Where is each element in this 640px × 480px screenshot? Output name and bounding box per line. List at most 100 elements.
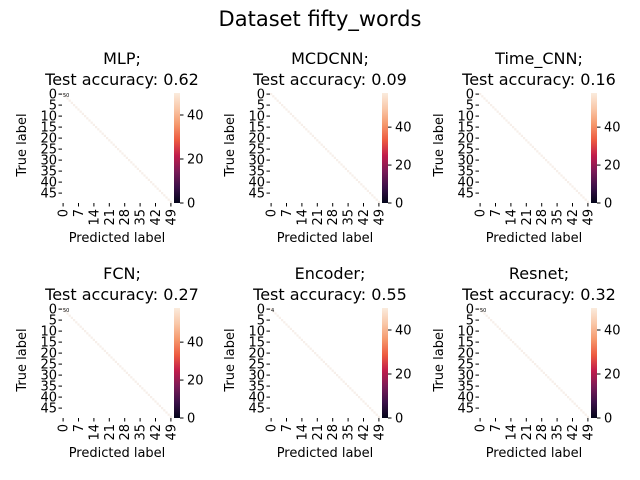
x-tick-label: 28 <box>326 209 341 226</box>
heatmap-cell <box>152 398 155 401</box>
heatmap-cell <box>294 332 297 335</box>
heatmap-cell <box>318 356 321 359</box>
heatmap-cell <box>161 192 164 195</box>
heatmap-cell <box>507 336 510 339</box>
heatmap-cell <box>141 387 144 390</box>
x-tick-label: 7 <box>280 424 295 432</box>
x-tick-label: 0 <box>265 424 280 432</box>
heatmap-cell <box>558 387 561 390</box>
heatmap-cell <box>569 398 572 401</box>
y-tick-label: 35 <box>248 380 265 395</box>
heatmap-cell <box>106 352 109 355</box>
heatmap-cell <box>549 163 552 166</box>
confusion-matrix-panel: MLP;Test accuracy: 0.6250051015202530354… <box>15 49 204 246</box>
heatmap-cell <box>322 145 325 148</box>
colorbar <box>591 308 597 418</box>
heatmap-cell <box>573 402 576 405</box>
heatmap-cell <box>84 330 87 333</box>
y-tick-label: 45 <box>457 402 474 417</box>
colorbar-tick-label: 40 <box>395 121 412 136</box>
heatmap-cell <box>73 104 76 107</box>
colorbar <box>382 93 388 203</box>
heatmap-cell <box>498 327 501 330</box>
heatmap-cell <box>373 196 376 199</box>
heatmap-cell <box>278 316 281 319</box>
heatmap-cell <box>139 170 142 173</box>
heatmap-cell <box>110 356 113 359</box>
x-tick-label: 21 <box>103 424 118 441</box>
heatmap-cell <box>114 360 117 363</box>
heatmap-cell <box>377 415 380 418</box>
heatmap-cell <box>518 132 521 135</box>
heatmap-cell <box>347 385 350 388</box>
y-tick-label: 35 <box>457 380 474 395</box>
heatmap-cell <box>580 409 583 412</box>
y-tick-label: 30 <box>248 369 265 384</box>
heatmap-cell <box>143 389 146 392</box>
heatmap-cell <box>289 112 292 115</box>
heatmap-cell <box>503 117 506 120</box>
colorbar-tick-label: 20 <box>395 159 412 174</box>
x-tick-label: 14 <box>87 209 102 226</box>
heatmap-cell <box>134 380 137 383</box>
heatmap-cell <box>156 187 159 190</box>
heatmap-cell <box>292 115 295 118</box>
heatmap-cell <box>298 121 301 124</box>
colorbar-tick-label: 40 <box>604 324 621 339</box>
heatmap-cell <box>281 319 284 322</box>
heatmap-cell <box>156 402 159 405</box>
y-tick-label: 25 <box>457 143 474 158</box>
colorbar-tick-label: 20 <box>187 374 204 389</box>
heatmap-cell <box>338 376 341 379</box>
x-axis-label: Predicted label <box>486 231 583 246</box>
confusion-matrix-panel: Time_CNN;Test accuracy: 0.16051015202530… <box>432 49 621 246</box>
y-tick-label: 40 <box>248 176 265 191</box>
heatmap-cell <box>117 363 120 366</box>
panel-title-accuracy: Test accuracy: 0.27 <box>44 285 199 304</box>
heatmap-cell <box>578 407 581 410</box>
heatmap-cell <box>150 181 153 184</box>
heatmap-cell <box>130 161 133 164</box>
heatmap-cell <box>305 343 308 346</box>
cell-annotation: 50 <box>63 308 69 314</box>
cell-annotation: 4 <box>271 308 274 314</box>
x-tick-label: 28 <box>535 209 550 226</box>
panel-title-accuracy: Test accuracy: 0.32 <box>461 285 616 304</box>
heatmap-cell <box>492 106 495 109</box>
heatmap-cell <box>373 411 376 414</box>
panel-title-model: MLP; <box>103 49 141 68</box>
heatmap-cell <box>283 321 286 324</box>
x-tick-label: 14 <box>295 424 310 441</box>
y-tick-label: 25 <box>40 358 57 373</box>
y-tick-label: 40 <box>40 391 57 406</box>
heatmap-cell <box>325 363 328 366</box>
heatmap-cell <box>342 380 345 383</box>
heatmap-cell <box>276 314 279 317</box>
panel-title-accuracy: Test accuracy: 0.16 <box>461 70 616 89</box>
x-tick-label: 35 <box>134 209 149 226</box>
heatmap-cell <box>296 334 299 337</box>
heatmap-cell <box>531 145 534 148</box>
heatmap-cell <box>305 128 308 131</box>
heatmap-cell <box>551 380 554 383</box>
y-tick-label: 10 <box>248 325 265 340</box>
heatmap-cell <box>560 174 563 177</box>
heatmap-cell <box>145 176 148 179</box>
y-tick-label: 30 <box>457 369 474 384</box>
heatmap-cell <box>584 413 587 416</box>
heatmap-cell <box>325 148 328 151</box>
heatmap-cell <box>283 106 286 109</box>
heatmap-cell <box>307 345 310 348</box>
confusion-matrix-panel: MCDCNN;Test accuracy: 0.0905101520253035… <box>223 49 412 246</box>
heatmap-cell <box>167 198 170 201</box>
heatmap-cell <box>564 178 567 181</box>
heatmap-cell <box>525 139 528 142</box>
heatmap-cell <box>362 400 365 403</box>
heatmap-cell <box>289 327 292 330</box>
y-tick-label: 5 <box>49 99 57 114</box>
heatmap-cell <box>68 99 71 102</box>
heatmap-cell <box>560 389 563 392</box>
x-tick-label: 14 <box>504 424 519 441</box>
y-tick-label: 10 <box>457 325 474 340</box>
heatmap-cell <box>141 172 144 175</box>
